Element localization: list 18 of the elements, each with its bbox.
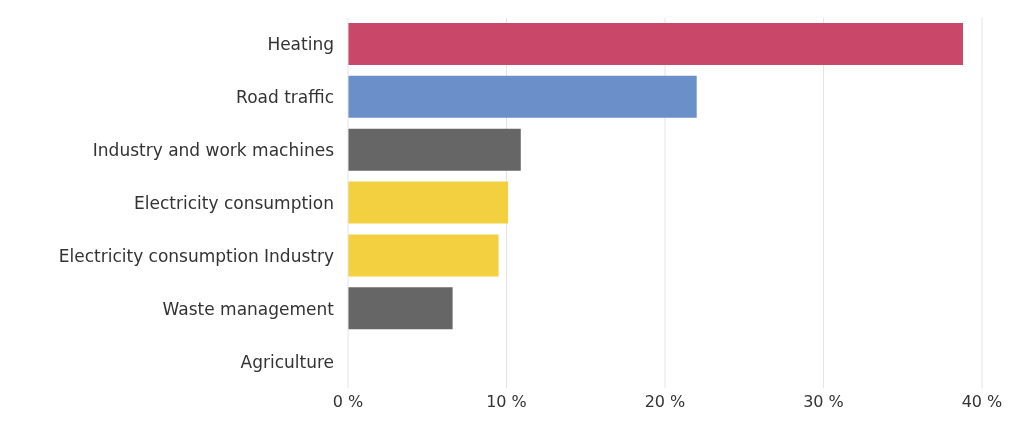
- bar: [348, 75, 697, 118]
- y-tick-label: Road traffic: [236, 87, 334, 108]
- x-tick-label: 30 %: [803, 392, 844, 412]
- x-tick-label: 0 %: [332, 392, 364, 412]
- bar: [348, 234, 499, 277]
- y-tick-label: Waste management: [162, 298, 335, 319]
- y-tick-label: Electricity consumption: [134, 193, 334, 214]
- x-tick-label: 10 %: [486, 392, 527, 412]
- bar: [348, 128, 521, 171]
- y-tick-label: Agriculture: [240, 351, 334, 372]
- bar: [348, 23, 963, 65]
- bar: [348, 287, 453, 330]
- y-tick-label: Industry and work machines: [92, 140, 335, 161]
- y-tick-label: Heating: [267, 34, 334, 55]
- y-tick-label: Electricity consumption Industry: [58, 245, 334, 266]
- bar: [348, 181, 509, 224]
- x-tick-label: 40 %: [961, 392, 1003, 412]
- x-tick-label: 20 %: [644, 392, 686, 412]
